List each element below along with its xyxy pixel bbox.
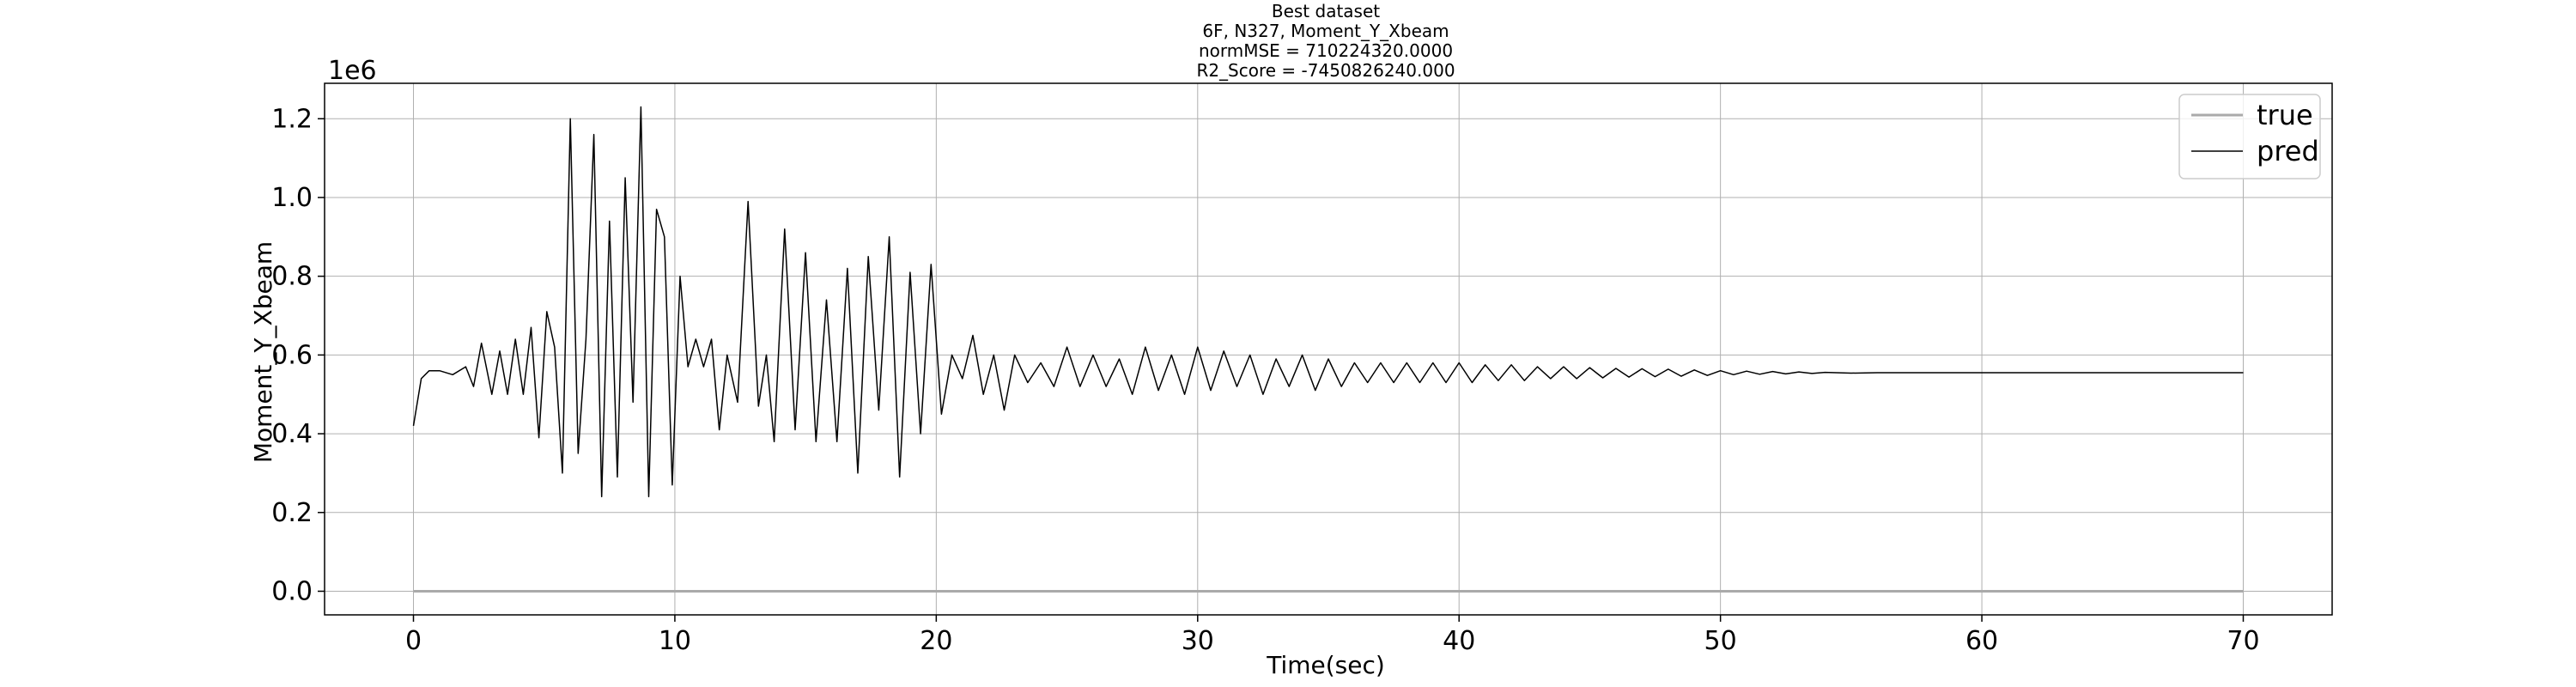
grid (325, 83, 2332, 615)
x-tick-label: 20 (920, 626, 952, 656)
legend-label-true: true (2257, 99, 2313, 131)
axis-ticks: 0 10 20 30 40 50 60 70 0.0 0.2 0.4 0.6 0.8 1.0 1.2 (271, 104, 2259, 656)
y-tick-label: 0.2 (271, 498, 313, 528)
y-tick-label: 0.4 (271, 419, 313, 449)
y-tick-label: 0.6 (271, 340, 313, 370)
y-tick-label: 1.2 (271, 104, 313, 134)
y-tick-label: 1.0 (271, 183, 313, 213)
chart-title-line-4: R2_Score = -7450826240.000 (1196, 60, 1455, 81)
y-axis-label: Moment_Y_Xbeam (249, 241, 277, 463)
chart-title-line-1: Best dataset (1272, 1, 1380, 21)
legend-label-pred: pred (2257, 135, 2319, 167)
chart-title-line-3: normMSE = 710224320.0000 (1199, 40, 1453, 61)
chart-title-line-2: 6F, N327, Moment_Y_Xbeam (1202, 21, 1449, 41)
y-offset-label: 1e6 (328, 56, 377, 86)
x-tick-label: 30 (1182, 626, 1214, 656)
legend: true pred (2178, 94, 2321, 179)
x-tick-label: 40 (1443, 626, 1475, 656)
x-tick-label: 60 (1965, 626, 1998, 656)
plot-frame (324, 82, 2333, 616)
y-tick-label: 0.0 (271, 576, 313, 606)
x-tick-label: 0 (405, 626, 422, 656)
x-tick-label: 50 (1704, 626, 1737, 656)
series-line-pred (412, 106, 2244, 498)
x-tick-label: 70 (2227, 626, 2259, 656)
y-tick-label: 0.8 (271, 262, 313, 292)
x-tick-label: 10 (659, 626, 691, 656)
series-lines (412, 106, 2244, 593)
x-axis-label: Time(sec) (1266, 651, 1385, 679)
chart-title: Best dataset 6F, N327, Moment_Y_Xbeam no… (1196, 1, 1455, 81)
